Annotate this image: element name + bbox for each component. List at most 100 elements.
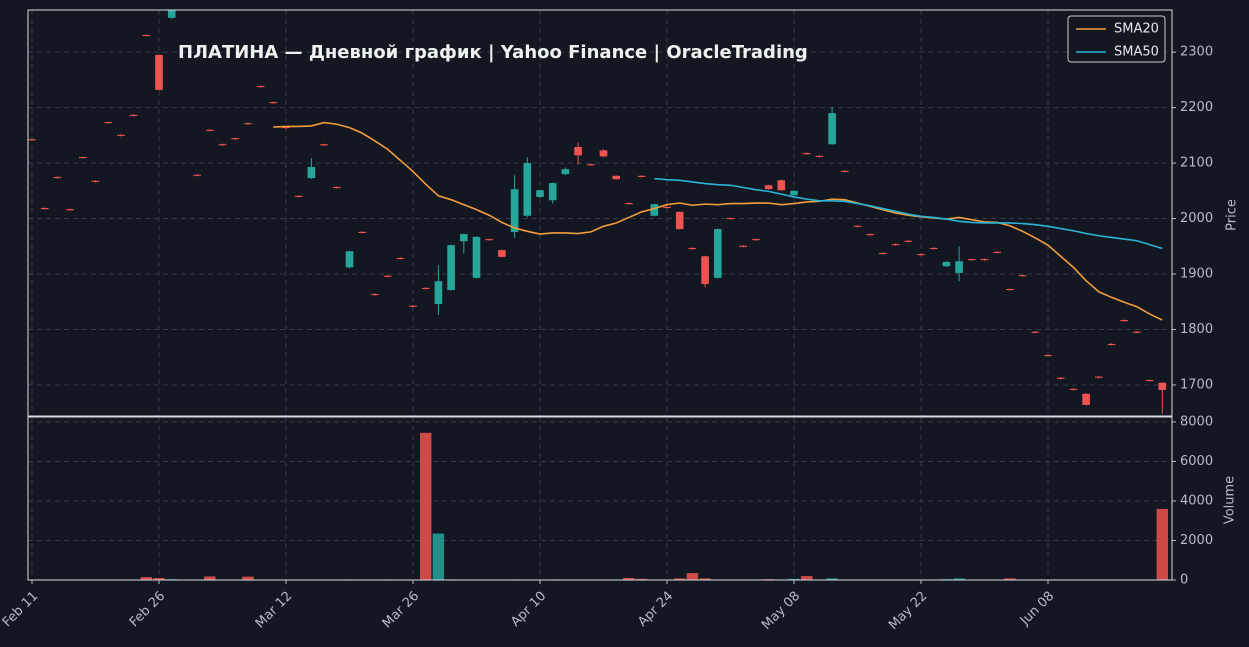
- volume-bar: [686, 573, 699, 580]
- candle-body: [637, 175, 646, 177]
- candle-body: [650, 204, 659, 216]
- candle-body: [358, 231, 367, 233]
- legend-label: SMA50: [1114, 45, 1159, 60]
- candle-body: [726, 217, 735, 220]
- candle-body: [866, 234, 875, 236]
- candle-body: [1069, 388, 1078, 390]
- candle-body: [78, 156, 87, 159]
- volume-bar: [153, 578, 165, 580]
- candle-body: [713, 229, 722, 278]
- candle-body: [967, 259, 976, 261]
- candle-body: [586, 164, 595, 166]
- candle-body: [1082, 393, 1090, 405]
- candle-body: [764, 185, 773, 190]
- candle-body: [675, 211, 684, 230]
- y-tick-label: 1700: [1180, 377, 1213, 392]
- candle-body: [1120, 320, 1129, 322]
- candle-body: [752, 239, 760, 241]
- candle-body: [459, 234, 468, 242]
- y-tick-label: 2200: [1180, 100, 1213, 115]
- candle-body: [625, 203, 633, 205]
- candle-body: [1158, 382, 1167, 390]
- candle-body: [447, 245, 455, 291]
- candle-body: [879, 252, 887, 255]
- volume-bar: [140, 577, 153, 580]
- volume-bar: [673, 578, 686, 580]
- volume-bar: [432, 533, 445, 580]
- candle-body: [929, 247, 938, 250]
- candle-body: [345, 251, 354, 268]
- volume-bar: [419, 432, 432, 580]
- volume-bar: [800, 576, 813, 580]
- candle-body: [282, 127, 290, 129]
- legend-box: [1067, 15, 1166, 63]
- price-frame: [27, 9, 1173, 417]
- candle-body: [739, 245, 748, 247]
- legend: SMA20 SMA50: [1067, 15, 1166, 63]
- candle-body: [840, 170, 849, 172]
- candle-body: [904, 240, 913, 242]
- candle-body: [269, 102, 278, 104]
- volume-tick-label: 0: [1180, 573, 1188, 588]
- volume-tick-label: 2000: [1180, 533, 1213, 548]
- candle-body: [955, 261, 963, 273]
- candle-body: [371, 293, 379, 296]
- candle-body: [117, 134, 125, 136]
- candle-body: [28, 139, 36, 141]
- candle-body: [688, 247, 697, 250]
- candle-body: [193, 174, 201, 176]
- candle-body: [40, 208, 49, 210]
- candle-body: [523, 163, 532, 216]
- candle-body: [548, 183, 557, 201]
- candle-body: [256, 85, 265, 88]
- candle-body: [142, 34, 151, 37]
- candle-body: [1044, 354, 1052, 357]
- y-tick-label: 2300: [1180, 45, 1213, 60]
- y-tick-label: 2100: [1180, 156, 1213, 171]
- candle-body: [980, 259, 989, 261]
- candle-body: [294, 195, 303, 197]
- candle-body: [1006, 288, 1014, 291]
- candle-body: [510, 189, 519, 232]
- volume-bar: [204, 576, 216, 580]
- candle-body: [561, 169, 570, 175]
- sma-line: [273, 121, 1163, 321]
- candle-body: [942, 261, 951, 267]
- candle-body: [332, 186, 341, 189]
- candle-body: [802, 153, 811, 155]
- candle-body: [1031, 331, 1040, 333]
- candle-body: [244, 123, 252, 125]
- candle-body: [66, 209, 74, 211]
- candle-body: [472, 236, 481, 278]
- candle-body: [396, 257, 405, 260]
- candle-body: [993, 251, 1002, 253]
- candle-body: [1107, 343, 1116, 346]
- candle-body: [485, 239, 494, 241]
- volume-bar: [623, 578, 635, 580]
- volume-bar: [788, 578, 800, 580]
- candle-body: [383, 275, 392, 277]
- candle-body: [663, 206, 671, 209]
- candle-body: [167, 10, 176, 18]
- candle-body: [1056, 377, 1065, 379]
- volume-bar: [1156, 508, 1169, 580]
- sma-line: [654, 177, 1163, 250]
- y-tick-label: 2000: [1180, 211, 1213, 226]
- candle-body: [599, 150, 608, 157]
- volume-bar: [1004, 578, 1016, 580]
- legend-label: SMA20: [1114, 22, 1159, 37]
- candle-body: [815, 155, 824, 157]
- volume-bar: [242, 576, 254, 580]
- candle-body: [91, 180, 100, 182]
- candle-body: [536, 190, 544, 197]
- candle-body: [790, 190, 798, 196]
- candle-body: [1145, 379, 1154, 382]
- candle-body: [129, 114, 138, 116]
- volume-bar: [826, 578, 838, 580]
- candle-body: [701, 256, 709, 284]
- candle-body: [409, 305, 417, 307]
- y-tick-label: 1800: [1180, 322, 1213, 337]
- candle-body: [104, 122, 113, 124]
